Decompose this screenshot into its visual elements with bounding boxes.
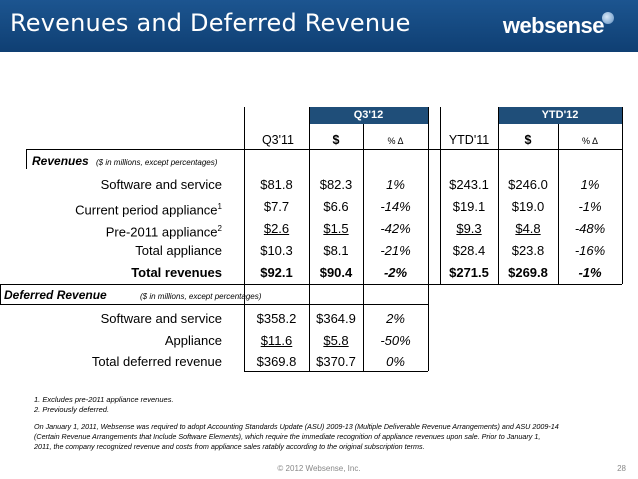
cell-q3-12: $82.3 [319,177,353,192]
deferred-subheading: ($ in millions, except percentages) [140,292,262,301]
row-label-text: Software and service [100,177,222,192]
cell-ytd-11: $28.4 [452,243,486,258]
col-ytd-dollar: $ [524,133,532,147]
cell-q3-12: $1.5 [323,221,349,236]
row-label: Pre-2011 appliance2 [40,221,222,240]
slide-title: Revenues and Deferred Revenue [10,9,411,37]
table-line [0,304,428,305]
row-label-text: Pre-2011 appliance [105,224,218,240]
slide-header: Revenues and Deferred Revenue websense [0,0,638,52]
cell-ytd-12: $269.8 [508,265,548,280]
row-label-text: Total appliance [135,243,222,258]
col-q-pct: % Δ [387,136,404,146]
col-q3-11: Q3'11 [261,133,294,147]
deferred-heading: Deferred Revenue [4,288,107,302]
cell-ytd-12: $23.8 [511,243,545,258]
cell-q3-12: $370.7 [316,354,356,369]
note-item: 2. Previously deferred. [34,405,110,414]
revenues-heading: Revenues [32,154,89,168]
row-label: Total revenues [100,265,222,281]
cell-q-pct: 2% [386,311,405,326]
footnote-ref: 2 [217,224,222,233]
table-line [0,284,622,285]
row-label: Total appliance [100,243,222,259]
row-label: Total deferred revenue [91,354,222,369]
cell-ytd-pct: -48% [574,221,606,236]
cell-q3-11: $369.8 [256,354,297,369]
websense-logo: websense [502,13,605,38]
accounting-footnote: On January 1, 2011, Websense was require… [34,422,559,451]
cell-q3-12: $6.6 [323,199,349,214]
cell-q3-11: $92.1 [260,265,293,280]
col-ytd-11: YTD'11 [448,133,490,147]
cell-q3-11: $358.2 [256,311,297,326]
copyright: © 2012 Websense, Inc. [277,464,361,473]
cell-q-pct: 0% [386,354,405,369]
cell-ytd-12: $19.0 [511,199,545,214]
cell-ytd-12: $4.8 [515,221,541,236]
cell-ytd-pct: 1% [580,177,600,192]
cell-ytd-11: $9.3 [456,221,482,236]
cell-q-pct: -50% [380,333,411,348]
cell-ytd-12: $246.0 [508,177,548,192]
row-label: Software and service [40,177,222,193]
page-number: 28 [617,464,626,473]
cell-ytd-11: $243.1 [449,177,489,192]
cell-q-pct: -42% [380,221,411,236]
footnote-ref: 1 [217,202,222,211]
row-label: Software and service [100,311,222,326]
cell-q3-11: $10.3 [260,243,293,258]
row-label: Appliance [164,333,222,348]
row-label-text: Total revenues [131,265,222,280]
cell-q3-11: $11.6 [260,333,293,348]
cell-ytd-pct: -1% [578,265,602,280]
row-label: Current period appliance1 [40,199,222,218]
cell-q-pct: -14% [380,199,411,214]
cell-ytd-pct: -16% [574,243,606,258]
cell-q3-11: $81.8 [260,177,293,192]
notes-list: 1. Excludes pre-2011 appliance revenues.… [34,395,174,415]
cell-ytd-pct: -1% [578,199,602,214]
cell-q3-12: $90.4 [319,265,353,280]
band-ytd-12: YTD'12 [498,107,622,124]
table-line [26,149,622,150]
cell-q3-12: $364.9 [316,311,356,326]
note-item: 1. Excludes pre-2011 appliance revenues. [34,395,174,404]
cell-q3-11: $7.7 [263,199,290,214]
cell-ytd-11: $19.1 [452,199,486,214]
cell-ytd-11: $271.5 [449,265,489,280]
logo-globe-icon [602,12,614,24]
col-q-dollar: $ [332,133,340,147]
row-label-text: Current period appliance [75,202,218,218]
cell-q-pct: 1% [386,177,405,192]
cell-q3-12: $5.8 [323,333,349,348]
cell-q-pct: -2% [383,265,408,280]
band-q3-12: Q3'12 [309,107,428,124]
cell-q3-12: $8.1 [323,243,349,258]
cell-q3-11: $2.6 [263,221,290,236]
table-line [244,371,428,372]
col-ytd-pct: % Δ [581,136,599,146]
cell-q-pct: -21% [380,243,411,258]
revenues-subheading: ($ in millions, except percentages) [96,158,218,167]
